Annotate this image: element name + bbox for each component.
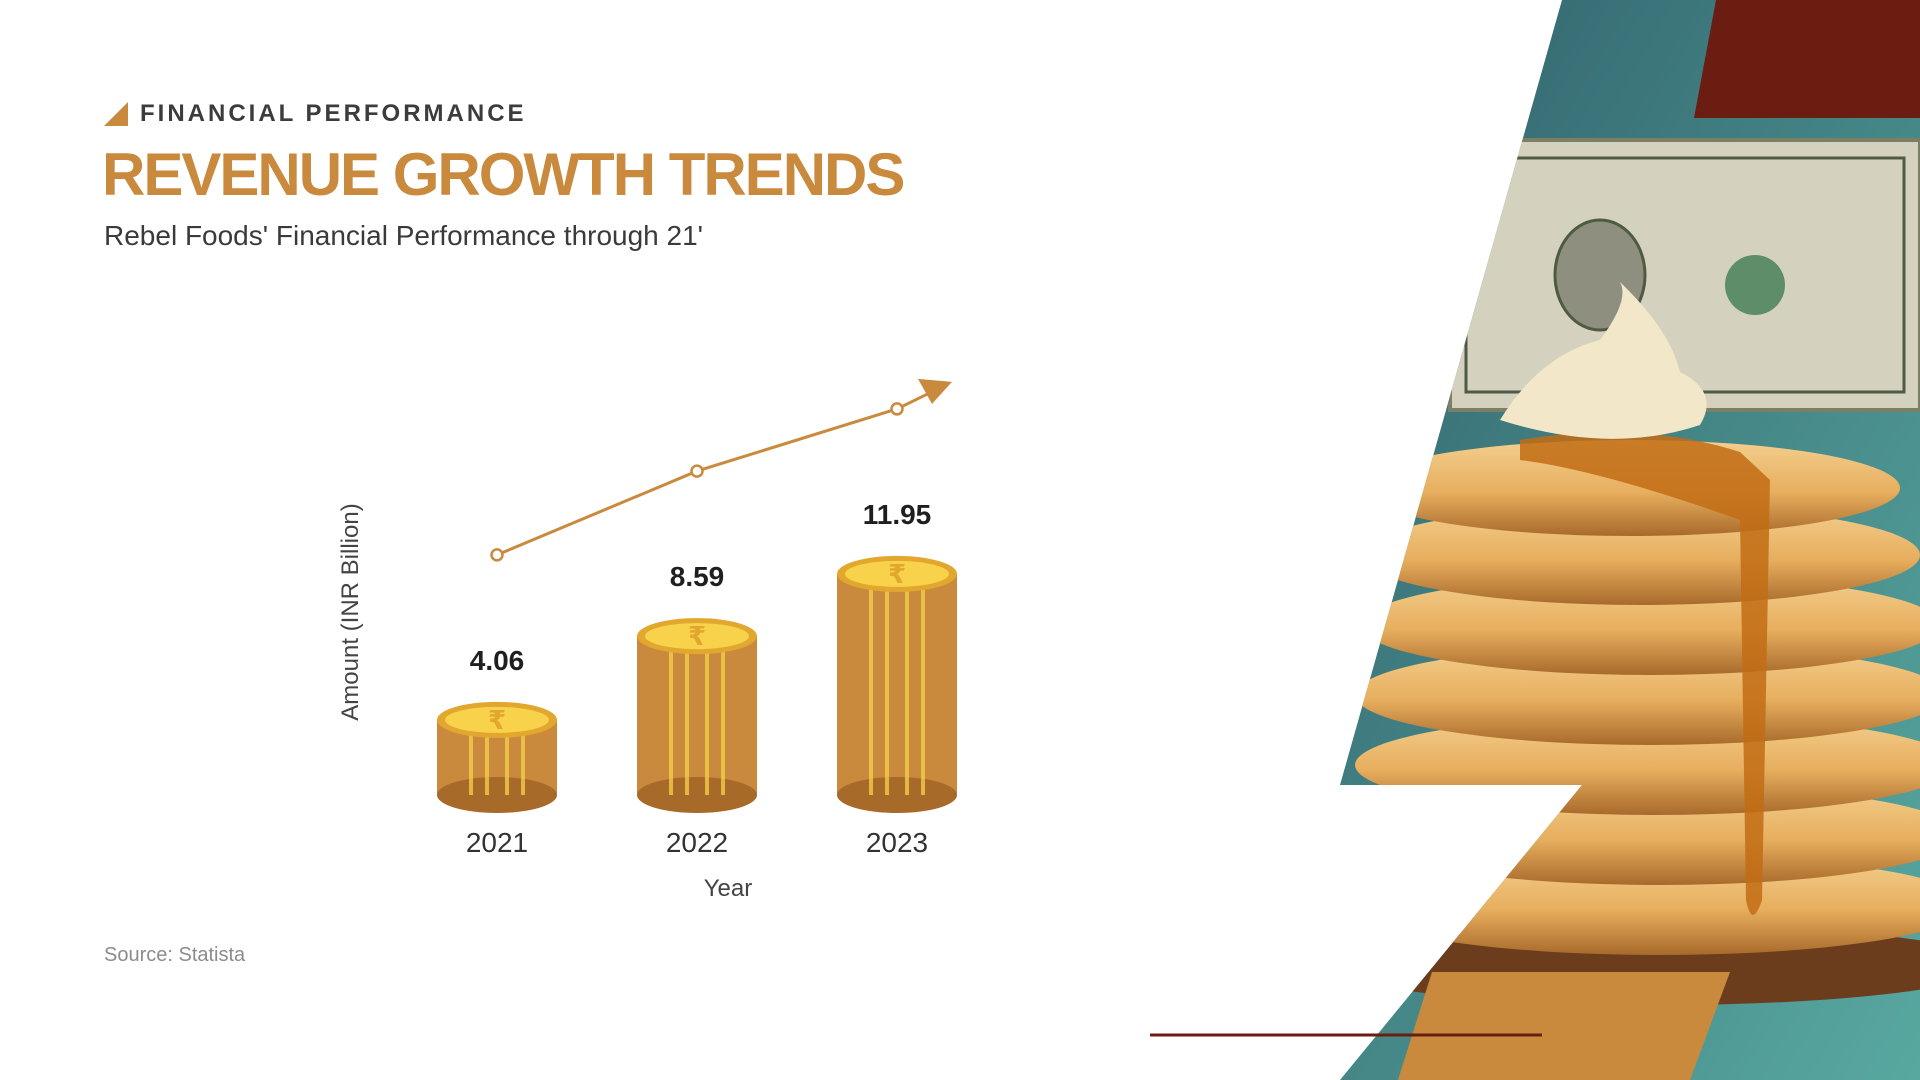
trend-point [690,464,704,478]
rupee-icon: ₹ [488,705,506,735]
trend-line-group [490,378,952,562]
coin-stack-base [637,777,757,813]
data-label: 11.95 [863,499,932,530]
coin-stripe [485,719,489,795]
rupee-icon: ₹ [688,621,706,651]
bars-group: ₹4.06 2021 ₹8.59 2022 ₹11.95 2023 [437,499,957,858]
revenue-chart: ₹4.06 2021 ₹8.59 2022 ₹11.95 2023 Amount (INR… [337,378,957,902]
data-label: 4.06 [470,645,525,676]
coin-stripe [885,573,889,795]
coin-top-face [645,623,749,650]
coin-stack-body [637,636,757,795]
coin-stripe [669,636,673,795]
x-tick-label: 2022 [666,827,728,858]
x-tick-label: 2023 [866,827,928,858]
coin-stack-base [437,777,557,813]
maroon-accent-shape [1694,0,1920,118]
coin-stripe [905,573,909,795]
page-title: REVENUE GROWTH TRENDS [102,141,905,208]
coin-stripe [869,573,873,795]
x-axis-label: Year [704,875,753,902]
coin-stack-bar: ₹8.59 2022 [637,561,757,858]
dollar-bill-icon [1448,138,1920,412]
coin-top-face [845,560,949,587]
gold-accent-shape [1398,972,1730,1080]
coin-stack-body [837,573,957,795]
x-tick-label: 2021 [466,827,528,858]
coin-top-face [445,706,549,733]
section-eyebrow: FINANCIAL PERFORMANCE [104,100,527,128]
source-note: Source: Statista [104,944,246,966]
coin-stripe [921,573,925,795]
coin-stack-bar: ₹11.95 2023 [837,499,957,858]
photo-panel [1340,0,1920,1080]
y-axis-label: Amount (INR Billion) [337,503,364,720]
page-subtitle: Rebel Foods' Financial Performance throu… [104,220,704,251]
rupee-icon: ₹ [888,559,906,589]
coin-stripe [469,719,473,795]
coin-stack-bar: ₹4.06 2021 [437,645,557,858]
trend-point [890,402,904,416]
trend-arrow-icon [918,378,952,404]
coin-stripe [705,636,709,795]
triangle-mark-icon [104,102,128,126]
coin-stripe [685,636,689,795]
coin-stack-base [837,777,957,813]
data-label: 8.59 [670,561,725,592]
coin-stripe [521,719,525,795]
coin-stripe [505,719,509,795]
eyebrow-label: FINANCIAL PERFORMANCE [140,100,527,127]
trend-point [490,548,504,562]
coin-stripe [721,636,725,795]
